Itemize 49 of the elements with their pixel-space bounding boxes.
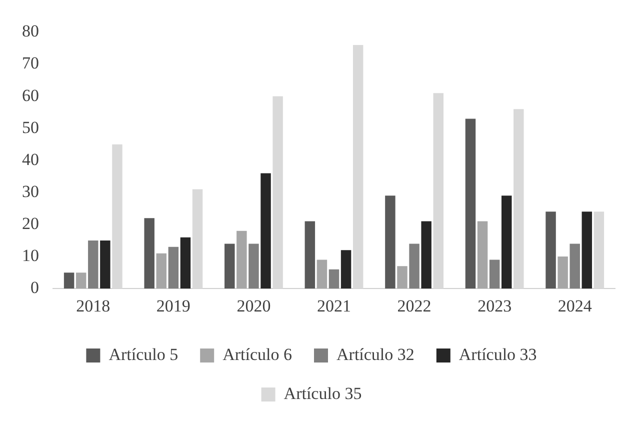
bar (64, 272, 74, 289)
y-tick-label: 20 (22, 214, 39, 233)
legend-label: Artículo 6 (222, 344, 292, 364)
bar (316, 260, 328, 289)
bar (489, 260, 500, 289)
bar (385, 196, 396, 289)
x-tick-label: 2021 (317, 296, 351, 316)
y-tick-label: 60 (22, 86, 39, 105)
bar (100, 240, 110, 289)
y-tick-label: 50 (22, 118, 39, 137)
y-tick-label: 70 (22, 54, 39, 73)
bar (501, 196, 512, 289)
bar (477, 221, 488, 289)
bar (409, 244, 420, 289)
legend-label: Artículo 33 (458, 344, 537, 364)
bar (224, 244, 235, 289)
x-tick-label: 2018 (76, 296, 110, 316)
bar (168, 246, 179, 289)
bar (582, 212, 592, 289)
bar (465, 118, 476, 289)
x-tick-label: 2019 (156, 296, 190, 316)
bar (546, 212, 556, 289)
legend-label: Artículo 35 (284, 384, 362, 403)
bar (248, 244, 259, 289)
bar (144, 218, 154, 289)
x-tick-label: 2023 (478, 296, 512, 316)
x-tick-label: 2024 (558, 296, 592, 316)
y-tick-label: 10 (22, 246, 39, 266)
bar (88, 240, 98, 289)
bar (340, 250, 352, 289)
y-tick-label: 30 (22, 182, 39, 201)
x-tick-label: 2020 (236, 296, 271, 316)
bar (180, 237, 191, 289)
legend-label: Artículo 32 (336, 344, 414, 364)
y-tick-label: 0 (30, 278, 39, 298)
legend-label: Artículo 5 (108, 344, 178, 364)
bar (236, 230, 247, 289)
bar (260, 173, 271, 289)
bar (76, 272, 86, 289)
y-tick-label: 40 (22, 150, 39, 169)
bar (570, 244, 580, 289)
bar (328, 269, 340, 289)
y-tick-label: 80 (22, 22, 39, 41)
bar (397, 266, 408, 289)
bar (558, 256, 568, 289)
bar (156, 253, 167, 289)
bar (421, 221, 432, 289)
bar (304, 221, 316, 289)
x-tick-label: 2022 (397, 296, 432, 316)
